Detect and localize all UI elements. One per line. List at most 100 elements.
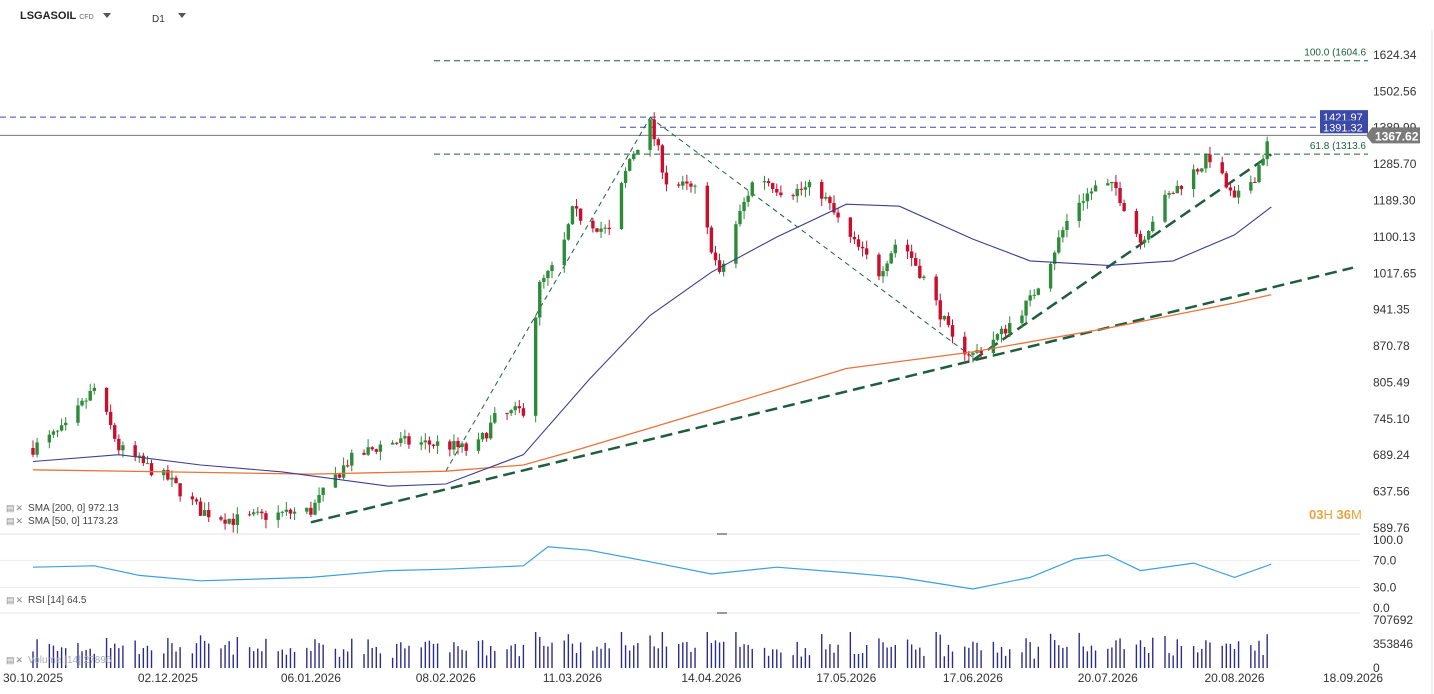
candle-body (546, 270, 550, 278)
candle-body (750, 182, 754, 196)
candle-body (1020, 315, 1024, 324)
rsi-tick-label: 100.0 (1373, 533, 1403, 547)
candle-body (832, 203, 836, 213)
candle-body (345, 465, 350, 467)
candle-body (403, 436, 407, 439)
candle-body (533, 317, 538, 416)
candle-body (848, 217, 853, 237)
candle-body (1110, 181, 1114, 184)
candle-body (709, 227, 714, 253)
indicator-lines (32, 203, 1272, 590)
candle-body (509, 410, 513, 414)
candle-body (366, 447, 370, 455)
candle-body (1052, 252, 1057, 264)
date-tick-label: 20.08.2026 (1204, 671, 1264, 685)
price-level-badge-bg (1320, 120, 1368, 134)
candle-body (1089, 191, 1094, 194)
candle-body (1249, 182, 1253, 191)
candle-body (108, 411, 113, 426)
candle-body (713, 252, 718, 261)
candle-body (1232, 190, 1237, 198)
candle-body (1171, 193, 1175, 195)
volume-label: Volume [14] (28, 655, 81, 666)
candle-body (476, 439, 481, 451)
candle-body (995, 334, 1000, 340)
candle-body (1253, 182, 1257, 184)
candle-body (885, 263, 889, 272)
price-tick-label: 1624.34 (1373, 48, 1417, 62)
candle-body (1048, 263, 1053, 289)
candle-body (419, 442, 423, 445)
candle-body (264, 513, 268, 520)
candle-body (247, 514, 252, 516)
candle-body (938, 300, 942, 320)
candle-body (946, 316, 951, 326)
candle-body (113, 425, 117, 439)
indicator-settings-icon[interactable]: ▤✕ (6, 595, 25, 605)
candle-body (779, 192, 783, 196)
candle-body (121, 445, 125, 451)
candle-body (963, 336, 967, 355)
candle-body (235, 514, 240, 525)
candle-body (1093, 185, 1098, 192)
indicator-settings-icon[interactable]: ▤✕ (6, 503, 25, 513)
candle-body (922, 276, 926, 278)
candle-body (231, 518, 235, 525)
symbol-dropdown-icon[interactable] (103, 13, 111, 18)
legend-rsi: ▤✕ RSI [14] 64.5 (6, 595, 86, 606)
legend-volume: ▤✕ Volume [14] 27896 (6, 655, 111, 666)
rsi-value: 64.5 (66, 595, 87, 606)
timeframe-label[interactable]: D1 (152, 14, 165, 25)
date-tick-label: 08.02.2026 (416, 671, 476, 685)
candle-body (595, 228, 599, 232)
candle-body (1134, 211, 1139, 234)
candle-body (693, 185, 697, 187)
candle-body (574, 206, 579, 209)
candle-body (681, 181, 685, 186)
candle-body (460, 443, 464, 448)
rsi-line (32, 546, 1272, 590)
candle-body (76, 405, 80, 423)
fib-level-label: 61.8 (1313.6 (1310, 141, 1367, 152)
candle-body (1118, 187, 1122, 204)
candle-body (820, 181, 824, 199)
candle-body (836, 212, 840, 218)
candle-body (31, 447, 35, 455)
candle-body (1179, 185, 1184, 190)
symbol-title[interactable]: LSGASOIL CFD (20, 10, 94, 22)
candle-body (607, 227, 611, 230)
indicator-settings-icon[interactable]: ▤✕ (6, 516, 25, 526)
candle-body (227, 518, 231, 524)
candle-body (562, 239, 566, 266)
indicator-settings-icon[interactable]: ▤✕ (6, 655, 25, 665)
candle-body (337, 474, 342, 478)
volume-tick-label: 353846 (1373, 637, 1413, 651)
candle-body (1114, 181, 1118, 188)
candle-body (795, 188, 799, 197)
candle-body (881, 271, 885, 277)
date-tick-label: 17.05.2026 (816, 671, 876, 685)
candle-body (260, 511, 264, 514)
candle-body (178, 483, 182, 497)
candle-body (914, 257, 918, 266)
candle-body (1200, 168, 1204, 172)
candle-body (1175, 185, 1179, 194)
candle-body (480, 433, 485, 440)
candle-body (399, 438, 403, 444)
volume-tick-label: 707692 (1373, 613, 1413, 627)
candle-body (603, 227, 607, 229)
candle-body (1261, 159, 1265, 166)
candle-body (292, 511, 297, 514)
countdown-hours: 03 (1309, 507, 1324, 522)
candle-body (484, 433, 489, 439)
candle-body (542, 277, 546, 282)
candle-body (1196, 169, 1200, 172)
trendline (972, 153, 1272, 362)
trendline (649, 117, 974, 358)
candle-body (521, 408, 526, 416)
candle-body (341, 465, 346, 478)
date-tick-label: 14.04.2026 (681, 671, 741, 685)
timeframe-dropdown-icon[interactable] (178, 13, 186, 18)
candle-body (435, 441, 440, 446)
